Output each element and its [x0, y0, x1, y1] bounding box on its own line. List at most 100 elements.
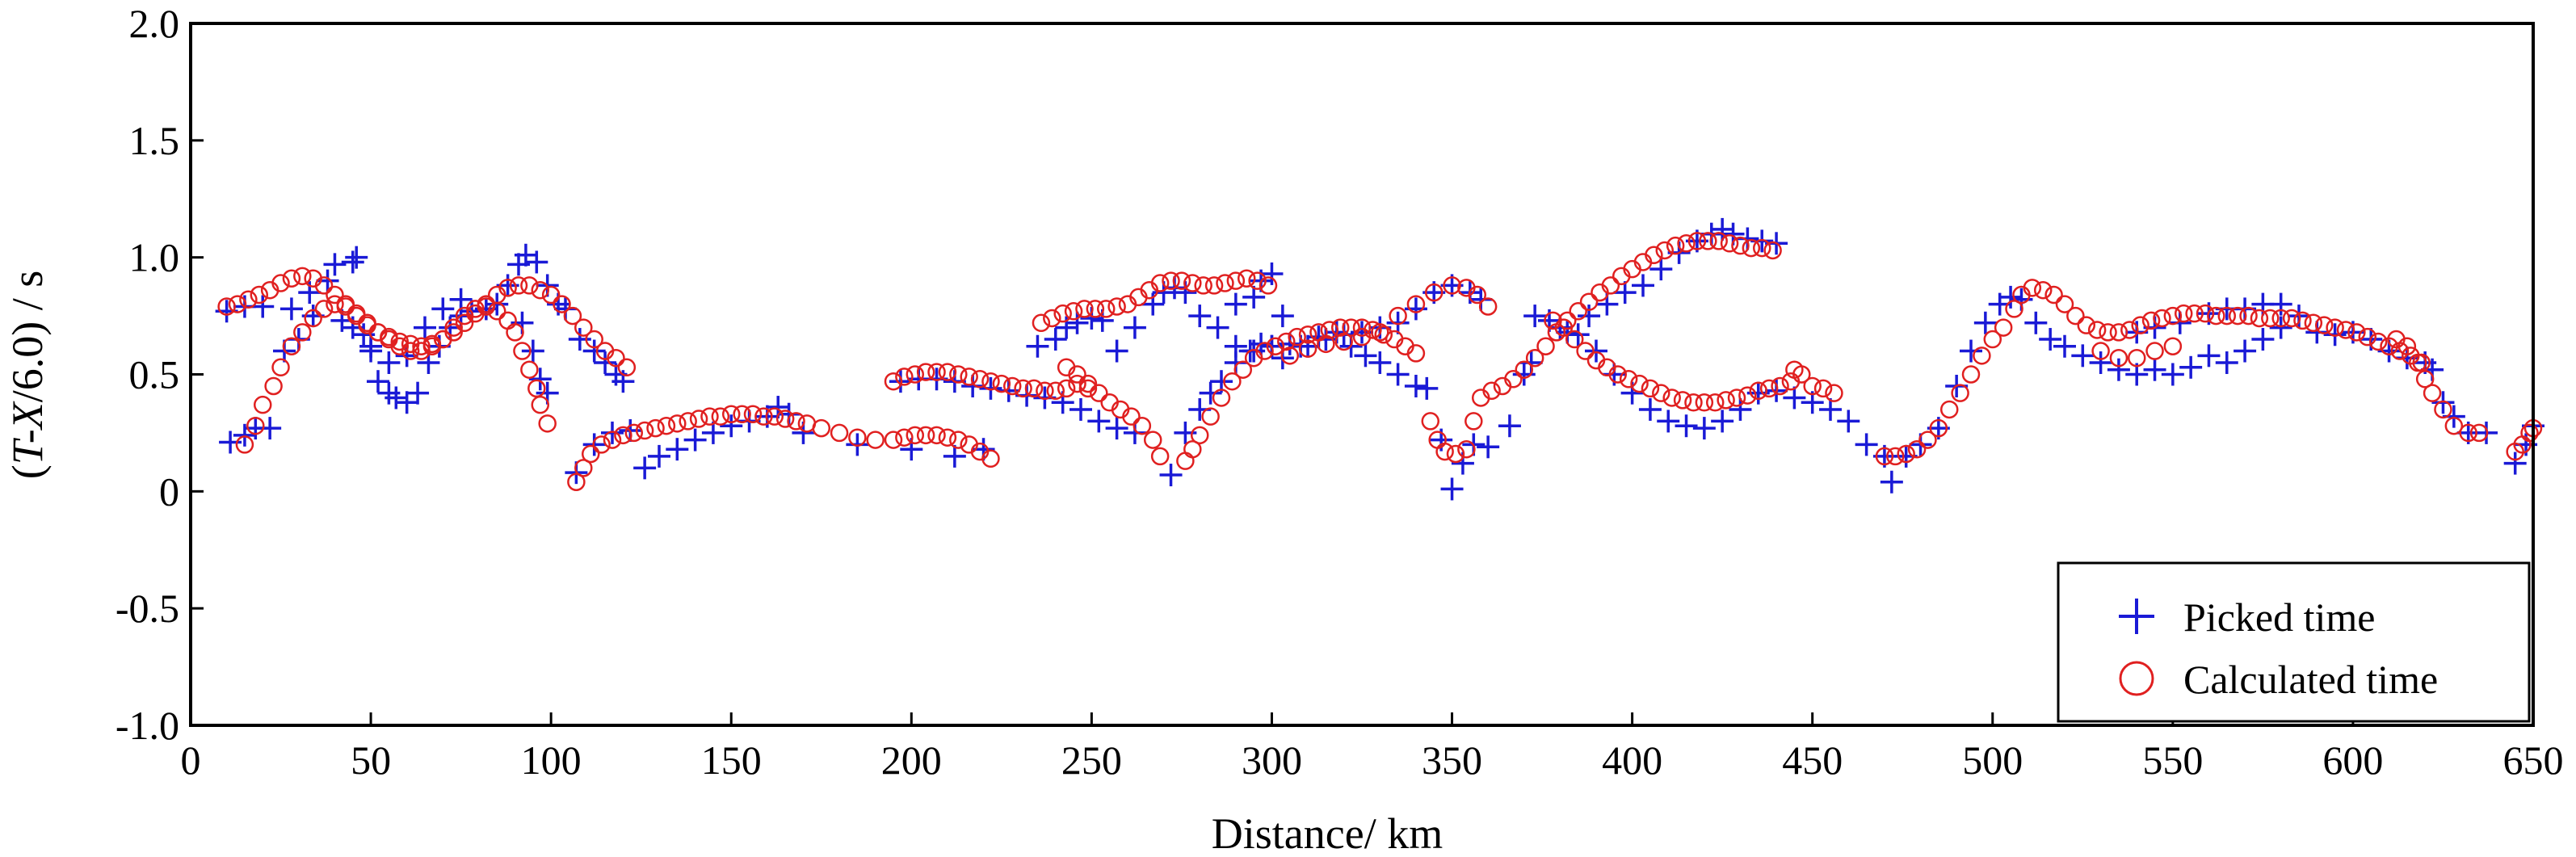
picked-time-point — [1973, 311, 1997, 334]
calculated-time-point — [264, 376, 283, 396]
calculated-time-point — [2174, 304, 2193, 323]
calculated-time-point — [2109, 348, 2128, 368]
calculated-time-point — [563, 306, 582, 326]
calculated-time-point — [1342, 318, 1360, 337]
calculated-time-point — [2044, 285, 2063, 305]
legend-plus-marker — [2119, 599, 2154, 634]
calculated-time-point — [531, 395, 550, 414]
picked-time-point — [1566, 323, 1590, 347]
calculated-time-point — [1749, 381, 1768, 401]
calculated-time-point — [2314, 316, 2334, 334]
calculated-time-point — [2207, 306, 2225, 326]
calculated-time-point — [574, 459, 593, 477]
calculated-time-point — [927, 363, 946, 381]
calculated-time-point — [2397, 337, 2417, 355]
calculated-time-point — [1687, 232, 1707, 250]
calculated-time-point — [2336, 321, 2355, 339]
calculated-time-point — [2023, 279, 2042, 297]
calculated-time-point — [239, 290, 258, 309]
legend-box — [2057, 561, 2531, 723]
calculated-time-point — [866, 431, 885, 449]
calculated-time-point — [1939, 400, 1959, 419]
calculated-time-point — [775, 410, 795, 428]
calculated-time-point — [538, 414, 557, 433]
calculated-time-point — [1078, 374, 1098, 393]
calculated-time-point — [217, 297, 236, 316]
y-tick-label: 1.5 — [129, 118, 180, 163]
calculated-time-point — [765, 407, 784, 426]
calculated-time-point — [347, 304, 366, 323]
legend-label-picked: Picked time — [2183, 594, 2375, 640]
calculated-time-point — [1288, 327, 1306, 347]
calculated-time-point — [1233, 360, 1253, 379]
calculated-time-point — [916, 363, 935, 381]
calculated-time-point — [1435, 442, 1454, 461]
calculated-time-point — [1107, 297, 1126, 316]
calculated-time-point — [2141, 311, 2161, 330]
x-tick-label: 0 — [181, 737, 201, 783]
picked-time-point — [1855, 433, 1878, 456]
calculated-time-point — [553, 295, 571, 313]
x-tick-label: 50 — [351, 737, 391, 783]
calculated-time-point — [506, 323, 524, 342]
picked-time-point — [1711, 217, 1734, 241]
calculated-time-point — [1096, 300, 1116, 318]
calculated-time-point — [1330, 318, 1350, 337]
picked-time-point — [1729, 397, 1752, 421]
calculated-time-point — [1759, 379, 1779, 398]
calculated-time-point — [1536, 337, 1555, 355]
calculated-time-point — [1162, 271, 1180, 290]
calculated-time-point — [1731, 236, 1750, 255]
calculated-time-point — [624, 423, 644, 443]
picked-time-point — [2269, 316, 2292, 339]
calculated-time-point — [1317, 334, 1335, 354]
calculated-time-point — [401, 342, 420, 360]
picked-time-point — [1069, 397, 1092, 421]
points-layer — [215, 217, 2544, 501]
calculated-time-point — [592, 435, 611, 454]
calculated-time-point — [228, 295, 247, 313]
calculated-time-point — [949, 431, 968, 449]
picked-time-point — [1224, 292, 1247, 316]
picked-time-point — [1632, 274, 1654, 297]
calculated-time-point — [1576, 342, 1595, 360]
calculated-time-point — [614, 426, 632, 445]
calculated-time-point — [1183, 274, 1202, 292]
picked-time-point — [943, 444, 966, 468]
picked-time-point — [594, 351, 617, 375]
calculated-time-point — [541, 285, 561, 305]
picked-time-point — [359, 339, 383, 363]
x-axis-title: Distance/ km — [1212, 809, 1443, 857]
x-tick-label: 350 — [1422, 737, 1482, 783]
picked-time-point — [525, 250, 548, 274]
calculated-time-point — [2239, 306, 2258, 326]
calculated-time-point — [787, 412, 805, 431]
calculated-time-point — [2358, 327, 2377, 347]
calculated-time-point — [2163, 306, 2183, 326]
calculated-time-point — [1176, 452, 1195, 470]
picked-time-point — [1386, 363, 1410, 386]
calculated-time-point — [1684, 393, 1703, 412]
calculated-time-point — [2153, 309, 2171, 328]
calculated-time-point — [1662, 389, 1681, 407]
calculated-time-point — [304, 309, 322, 328]
calculated-time-point — [721, 405, 741, 423]
calculated-time-point — [1813, 379, 1833, 398]
picked-time-point — [1675, 414, 1698, 438]
calculated-time-point — [2368, 332, 2388, 351]
calculated-time-point — [1266, 337, 1285, 355]
calculated-time-point — [271, 274, 290, 292]
calculated-time-point — [2415, 370, 2435, 389]
calculated-time-point — [1579, 292, 1599, 311]
calculated-time-point — [581, 444, 600, 464]
calculated-time-point — [1464, 412, 1483, 431]
calculated-time-point — [2127, 348, 2146, 368]
calculated-time-point — [1619, 370, 1638, 389]
calculated-time-point — [938, 363, 957, 381]
calculated-time-point — [1803, 376, 1822, 396]
calculated-time-point — [1504, 370, 1523, 389]
calculated-time-point — [2120, 321, 2139, 339]
calculated-time-point — [1143, 431, 1162, 449]
calculated-time-point — [1352, 327, 1372, 347]
calculated-time-point — [1053, 304, 1072, 323]
